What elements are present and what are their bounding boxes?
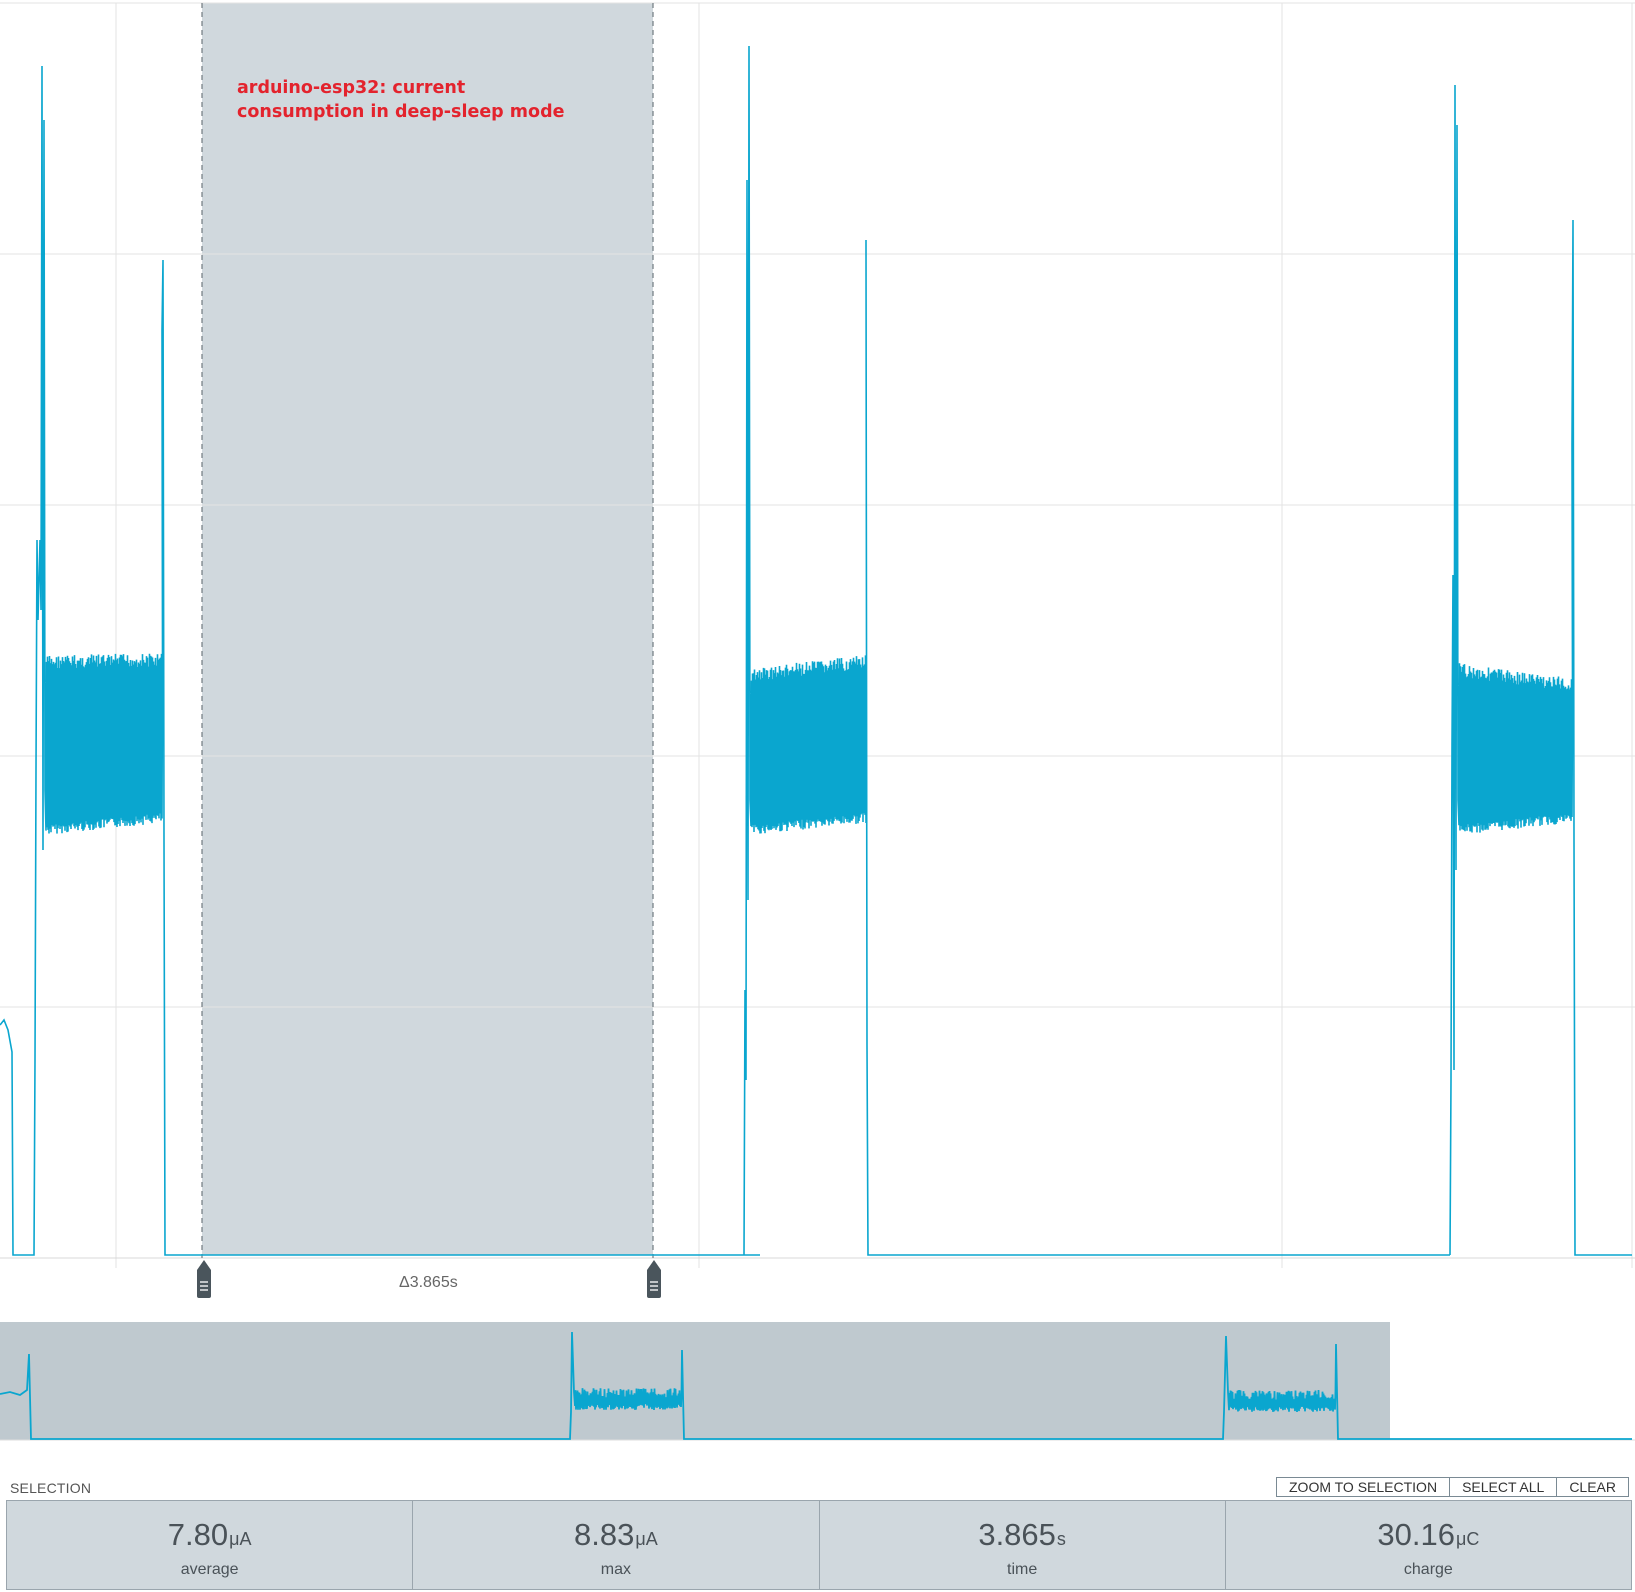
overview-minimap[interactable] [0, 1322, 1635, 1445]
minimap-trace [0, 1331, 1632, 1440]
stat-charge: 30.16μC charge [1225, 1501, 1631, 1589]
stat-max-label: max [600, 1561, 631, 1578]
selection-title: SELECTION [10, 1480, 92, 1496]
stat-average-label: average [180, 1561, 239, 1578]
stat-time-value: 3.865s [978, 1517, 1066, 1552]
selection-button-group: ZOOM TO SELECTION SELECT ALL CLEAR [1276, 1477, 1629, 1497]
stat-time-label: time [1007, 1561, 1038, 1578]
annotation-line-2: consumption in deep-sleep mode [237, 102, 565, 122]
zoom-to-selection-button[interactable]: ZOOM TO SELECTION [1277, 1478, 1451, 1496]
chart-annotation: arduino-esp32: current consumption in de… [237, 76, 597, 124]
stat-max: 8.83μA max [413, 1501, 820, 1589]
left-marker-drag-handle-icon[interactable] [195, 1260, 213, 1298]
stat-charge-value: 30.16μC [1377, 1517, 1480, 1552]
stat-charge-label: charge [1403, 1561, 1453, 1578]
select-all-button[interactable]: SELECT ALL [1450, 1478, 1558, 1496]
grid [0, 2, 1635, 1268]
selection-region[interactable] [202, 3, 653, 1255]
stat-average-value: 7.80μA [167, 1517, 252, 1552]
clear-button[interactable]: CLEAR [1557, 1478, 1628, 1496]
current-plot[interactable]: arduino-esp32: current consumption in de… [0, 0, 1635, 1291]
current-trace [0, 45, 1632, 1256]
minimap-viewport[interactable] [0, 1322, 1390, 1440]
selection-duration-label: Δ3.865s [399, 1274, 458, 1291]
right-marker-drag-handle-icon[interactable] [645, 1260, 663, 1298]
stat-average: 7.80μA average [7, 1501, 414, 1589]
selection-stats: 7.80μA average 8.83μA max 3.865s time 30… [6, 1500, 1632, 1590]
annotation-line-1: arduino-esp32: current [237, 78, 466, 98]
stat-max-value: 8.83μA [574, 1517, 658, 1552]
stat-time: 3.865s time [819, 1501, 1226, 1589]
